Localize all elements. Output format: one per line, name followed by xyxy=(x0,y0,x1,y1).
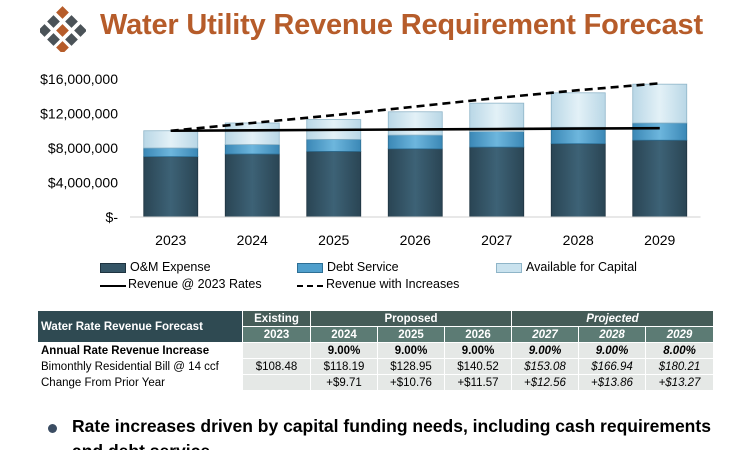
legend-label-debt: Debt Service xyxy=(327,260,399,274)
table-cell: $166.94 xyxy=(578,358,646,375)
table-row: Change From Prior Year +$9.71 +$10.76 +$… xyxy=(37,374,715,391)
table-cell: 8.00% xyxy=(644,342,715,359)
bar-capital xyxy=(387,111,443,136)
year-header: 2024 xyxy=(310,326,378,343)
table-header-row: Water Rate Revenue Forecast Existing Pro… xyxy=(37,310,715,343)
row-label: Bimonthly Residential Bill @ 14 ccf xyxy=(37,358,243,375)
table-title: Water Rate Revenue Forecast xyxy=(37,310,243,343)
table-cell: 9.00% xyxy=(310,342,378,359)
x-tick-label: 2028 xyxy=(563,232,594,248)
year-header: 2025 xyxy=(377,326,445,343)
bar-om xyxy=(469,146,525,218)
bar-debt xyxy=(387,134,443,150)
bar-om xyxy=(306,151,362,218)
bar-om xyxy=(632,139,688,218)
year-header: 2029 xyxy=(644,326,715,343)
table-cell: +$9.71 xyxy=(310,374,378,391)
bar-om xyxy=(224,153,280,218)
year-header: 2026 xyxy=(444,326,512,343)
legend-label-revenue-increases: Revenue with Increases xyxy=(326,277,460,291)
table-cell: 9.00% xyxy=(578,342,646,359)
x-tick-label: 2024 xyxy=(237,232,268,248)
legend-line-dashed xyxy=(297,285,323,287)
y-tick-label: $- xyxy=(106,209,119,225)
table-cell: +$10.76 xyxy=(377,374,445,391)
table-cell: +$12.56 xyxy=(511,374,579,391)
table-row: Annual Rate Revenue Increase 9.00% 9.00%… xyxy=(37,342,715,359)
year-header: 2027 xyxy=(511,326,579,343)
table-row: Bimonthly Residential Bill @ 14 ccf $108… xyxy=(37,358,715,375)
bar-om xyxy=(550,143,606,218)
bar-debt xyxy=(469,131,525,148)
table-cell: 9.00% xyxy=(511,342,579,359)
bar-capital xyxy=(550,92,606,128)
y-tick-label: $12,000,000 xyxy=(40,106,118,122)
y-tick-label: $4,000,000 xyxy=(48,175,118,191)
table-cell: $153.08 xyxy=(511,358,579,375)
legend-swatch-capital xyxy=(496,263,522,273)
page-title: Water Utility Revenue Requirement Foreca… xyxy=(100,9,703,41)
year-header: 2023 xyxy=(242,326,311,343)
bar-capital xyxy=(632,83,688,124)
x-tick-label: 2023 xyxy=(155,232,186,248)
revenue-forecast-chart: $16,000,000 $12,000,000 $8,000,000 $4,000,0… xyxy=(40,71,701,248)
bar-debt xyxy=(143,147,199,158)
bar-capital xyxy=(143,130,199,149)
x-tick-label: 2027 xyxy=(481,232,512,248)
table-cell: $118.19 xyxy=(310,358,378,375)
bar-om xyxy=(387,148,443,218)
legend-swatch-debt xyxy=(297,263,323,273)
group-proposed: Proposed xyxy=(310,310,512,327)
chart-legend: O&M Expense Debt Service Available for C… xyxy=(0,260,750,294)
x-tick-label: 2029 xyxy=(644,232,675,248)
line-revenue-increases xyxy=(170,82,660,133)
legend-line-solid xyxy=(100,285,126,287)
legend-label-om: O&M Expense xyxy=(130,260,211,274)
table-cell: +$13.86 xyxy=(578,374,646,391)
group-projected: Projected xyxy=(510,310,715,327)
x-tick-label: 2025 xyxy=(318,232,349,248)
table-cell: 9.00% xyxy=(377,342,445,359)
y-tick-label: $16,000,000 xyxy=(40,71,118,87)
x-tick-label: 2026 xyxy=(400,232,431,248)
table-cell: $180.21 xyxy=(644,358,715,375)
bar-debt xyxy=(306,138,362,152)
group-existing: Existing xyxy=(242,310,311,327)
row-label: Annual Rate Revenue Increase xyxy=(37,342,243,359)
company-logo-icon xyxy=(40,6,86,52)
table-cell: $128.95 xyxy=(377,358,445,375)
bar-debt xyxy=(632,122,688,141)
bar-debt xyxy=(224,144,280,155)
table-cell: $140.52 xyxy=(444,358,512,375)
table-cell: +$11.57 xyxy=(444,374,512,391)
line-revenue-2023 xyxy=(170,126,660,133)
bar-om xyxy=(143,156,199,218)
table-cell: $108.48 xyxy=(242,358,311,375)
bar-capital xyxy=(224,122,280,145)
row-label: Change From Prior Year xyxy=(37,374,243,391)
bar-capital xyxy=(469,102,525,133)
table-cell: 9.00% xyxy=(444,342,512,359)
bullet-text: Rate increases driven by capital funding… xyxy=(72,416,711,450)
year-header: 2028 xyxy=(578,326,646,343)
table-cell xyxy=(242,342,311,359)
table-cell xyxy=(242,374,311,391)
revenue-forecast-table: Water Rate Revenue Forecast Existing Pro… xyxy=(37,310,715,391)
legend-label-revenue-2023: Revenue @ 2023 Rates xyxy=(128,277,262,291)
legend-label-capital: Available for Capital xyxy=(526,260,637,274)
table-cell: +$13.27 xyxy=(644,374,715,391)
legend-swatch-om xyxy=(100,263,126,273)
bullet-dot-icon xyxy=(48,424,57,433)
y-tick-label: $8,000,000 xyxy=(48,140,118,156)
